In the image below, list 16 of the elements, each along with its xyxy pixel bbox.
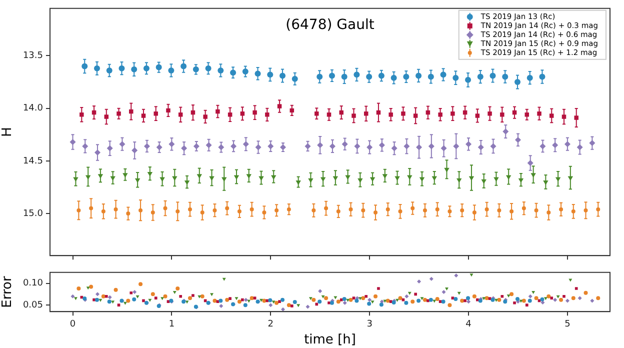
text: (6478) Gault — [286, 17, 375, 34]
x-tick-label: 5 — [564, 319, 570, 330]
y-tick-label: 15.0 — [22, 208, 44, 219]
x-tick-label: 3 — [366, 319, 372, 330]
x-tick-label: 4 — [466, 319, 472, 330]
x-tick-label: 0 — [70, 319, 76, 330]
x-axis-title: time [h] — [304, 332, 356, 348]
x-tick-label: 2 — [268, 319, 274, 330]
x-tick-label: 1 — [168, 319, 175, 330]
y-tick-label: 14.5 — [22, 156, 43, 166]
y-axis-title: Error — [0, 276, 16, 308]
y-tick-label: 14.0 — [22, 104, 44, 114]
y-tick-label: 0.05 — [22, 300, 43, 310]
y-tick-label: 13.5 — [22, 51, 43, 62]
y-axis-title: H — [0, 127, 16, 137]
y-tick-label: 0.10 — [22, 278, 44, 289]
